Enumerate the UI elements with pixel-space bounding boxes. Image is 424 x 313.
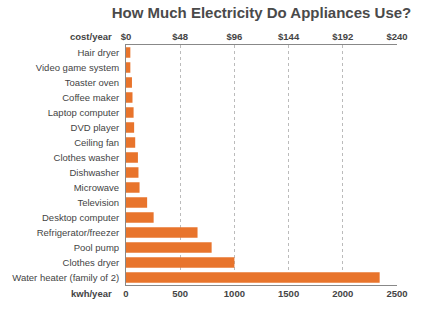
svg-text:2000: 2000 [332,288,353,299]
svg-text:Hair dryer: Hair dryer [77,47,119,58]
svg-text:500: 500 [172,288,188,299]
svg-text:$240: $240 [386,31,407,42]
svg-text:Dishwasher: Dishwasher [69,167,119,178]
svg-text:kwh/year: kwh/year [71,288,112,299]
svg-text:Microwave: Microwave [74,182,119,193]
svg-text:1000: 1000 [224,288,245,299]
svg-text:Toaster oven: Toaster oven [65,77,119,88]
svg-text:cost/year: cost/year [70,31,112,42]
svg-text:Clothes washer: Clothes washer [54,152,119,163]
svg-text:$0: $0 [121,31,132,42]
svg-text:Coffee maker: Coffee maker [62,92,119,103]
svg-text:Desktop computer: Desktop computer [42,212,119,223]
svg-text:$144: $144 [278,31,300,42]
svg-text:DVD player: DVD player [71,122,120,133]
svg-text:$48: $48 [172,31,188,42]
svg-text:$192: $192 [332,31,353,42]
svg-text:Ceiling fan: Ceiling fan [74,137,119,148]
svg-text:$96: $96 [226,31,242,42]
svg-text:Television: Television [77,197,119,208]
svg-text:Water heater (family of 2): Water heater (family of 2) [12,272,119,283]
svg-text:Clothes dryer: Clothes dryer [63,257,120,268]
svg-text:0: 0 [123,288,128,299]
svg-text:1500: 1500 [278,288,299,299]
svg-text:Pool pump: Pool pump [74,242,119,253]
svg-text:Laptop computer: Laptop computer [48,107,119,118]
svg-text:How Much Electricity Do Applia: How Much Electricity Do Appliances Use? [112,4,412,21]
svg-text:Video game system: Video game system [36,62,119,73]
svg-text:Refrigerator/freezer: Refrigerator/freezer [37,227,119,238]
svg-text:2500: 2500 [386,288,407,299]
